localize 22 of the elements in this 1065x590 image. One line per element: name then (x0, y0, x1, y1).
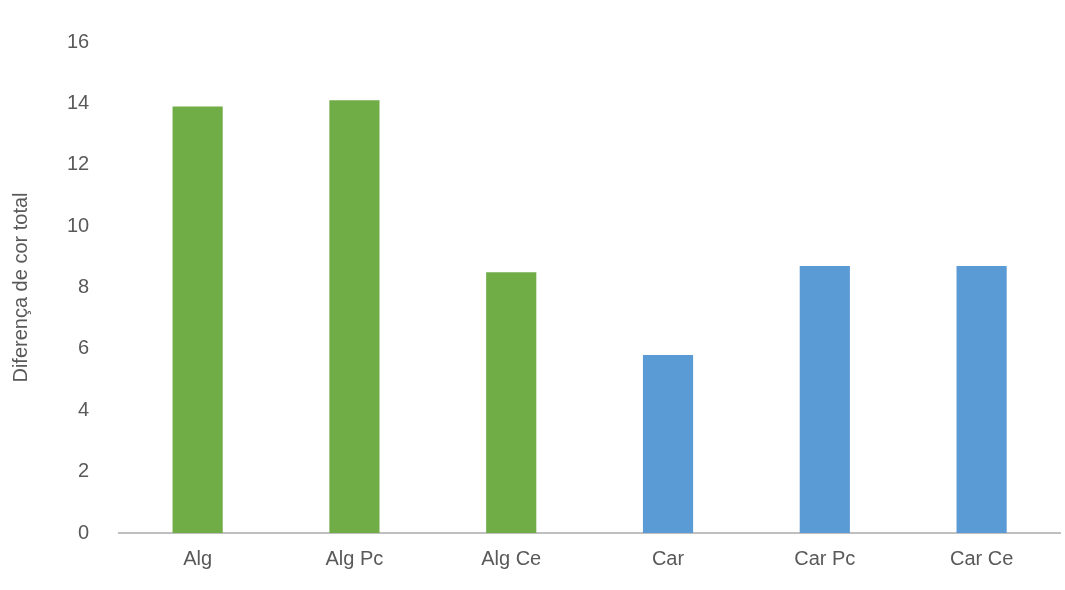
bar (956, 266, 1007, 533)
y-tick-label: 6 (78, 336, 90, 359)
bar (486, 272, 537, 533)
x-tick-label: Car Ce (949, 546, 1014, 569)
y-tick-label: 16 (67, 29, 90, 52)
y-axis-title: Diferença de cor total (8, 192, 31, 383)
y-tick-label: 10 (67, 213, 90, 236)
x-tick-label: Alg Pc (325, 546, 384, 569)
y-tick-label: 2 (78, 459, 90, 482)
bar (799, 266, 850, 533)
x-tick-label: Car (651, 546, 685, 569)
bar (329, 100, 380, 533)
y-tick-label: 4 (78, 397, 90, 420)
y-tick-label: 0 (78, 520, 90, 543)
y-tick-label: 8 (78, 275, 90, 298)
x-tick-label: Alg (183, 546, 213, 569)
x-tick-label: Car Pc (794, 546, 856, 569)
bar (172, 106, 223, 533)
bar (642, 355, 694, 533)
x-tick-label: Alg Ce (481, 546, 542, 569)
y-tick-label: 12 (67, 152, 90, 175)
y-tick-label: 14 (67, 90, 90, 113)
